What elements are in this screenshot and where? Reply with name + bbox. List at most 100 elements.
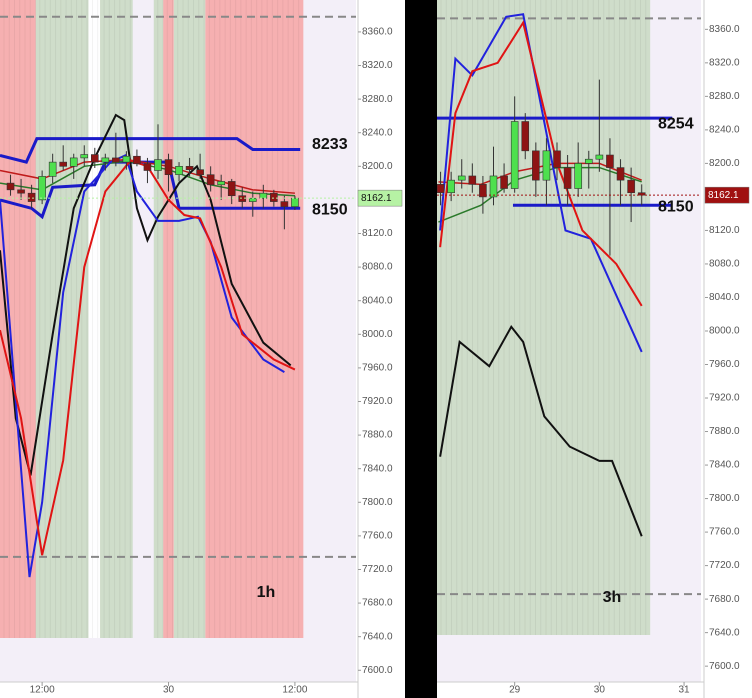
x-tick-label: 29 [509, 685, 521, 696]
candle-body [270, 192, 278, 202]
candle-body [48, 161, 57, 177]
zone [205, 0, 304, 638]
candle-body [584, 158, 593, 164]
candle-body [206, 174, 215, 186]
indicator-line [0, 160, 301, 220]
timeframe-label: 3h [603, 589, 622, 606]
indicator-line [439, 13, 643, 353]
zone [153, 0, 164, 638]
y-tick-label: 7720.0 [709, 560, 740, 571]
candle-body [164, 159, 173, 176]
candle-body [616, 167, 625, 181]
y-tick-label: 8120.0 [709, 225, 740, 236]
y-tick-label: 7600.0 [362, 665, 393, 676]
candle-body [217, 181, 225, 186]
candle-body [479, 184, 487, 198]
candle-body [27, 192, 36, 202]
y-tick-label: 7680.0 [362, 598, 393, 609]
last-price-label: 8162.1 [708, 190, 739, 201]
candle-body [248, 197, 257, 202]
candle-body [291, 197, 299, 207]
candle-body [6, 182, 15, 191]
candle-body [542, 150, 551, 181]
y-tick-label: 8240.0 [709, 125, 740, 136]
y-tick-label: 8360.0 [709, 24, 740, 35]
level-label: 8150 [312, 202, 348, 219]
candle-body [500, 175, 508, 189]
y-tick-label: 8240.0 [362, 127, 393, 138]
panel-1h [0, 0, 356, 638]
zone [88, 0, 101, 638]
y-tick-label: 7880.0 [709, 426, 740, 437]
zone [437, 0, 651, 635]
last-price-label: 8162.1 [361, 193, 392, 204]
x-tick-label: 12:00 [282, 685, 307, 696]
y-tick-label: 8360.0 [362, 27, 393, 38]
y-tick-label: 7720.0 [362, 564, 393, 575]
y-tick-label: 8120.0 [362, 228, 393, 239]
candle-body [521, 121, 530, 152]
y-tick-label: 7760.0 [362, 531, 393, 542]
candle-body [154, 159, 162, 171]
panel-3h [437, 0, 701, 635]
candle-body [468, 175, 477, 185]
x-tick-label: 30 [163, 685, 175, 696]
candle-body [259, 192, 268, 199]
candle-body [175, 166, 183, 176]
x-tick-label: 31 [678, 685, 690, 696]
candle-body [510, 121, 519, 189]
candle-body [563, 167, 572, 189]
candle-body [17, 189, 25, 194]
last-price-tag [357, 189, 403, 207]
candle-body [457, 175, 466, 181]
candle-body [280, 201, 289, 207]
y-tick-label: 8080.0 [709, 259, 740, 270]
candle-body [69, 157, 78, 167]
y-tick-label: 8000.0 [709, 326, 740, 337]
y-tick-label: 7960.0 [362, 363, 393, 374]
candle-body [627, 179, 635, 194]
zone [35, 0, 89, 638]
candle-body [133, 155, 141, 165]
last-price-tag [704, 186, 750, 204]
x-tick-label: 30 [594, 685, 606, 696]
y-tick-label: 8080.0 [362, 262, 393, 273]
zone [173, 0, 206, 638]
candle-body [595, 154, 604, 160]
zone [100, 0, 133, 638]
y-tick-label: 7960.0 [709, 359, 740, 370]
candle-body [38, 176, 46, 201]
indicator-line [0, 113, 292, 476]
level-label: 8254 [658, 115, 694, 132]
candle-body [90, 154, 99, 163]
y-tick-label: 7800.0 [362, 497, 393, 508]
candle-body [227, 181, 236, 197]
candle-body [112, 157, 120, 163]
separator [405, 0, 437, 698]
y-tick-label: 8200.0 [709, 158, 740, 169]
candle-body [59, 161, 67, 167]
y-tick-label: 8280.0 [362, 94, 393, 105]
y-tick-label: 7880.0 [362, 430, 393, 441]
candle-body [122, 155, 131, 163]
y-tick-label: 8320.0 [709, 57, 740, 68]
y-tick-label: 7600.0 [709, 661, 740, 672]
axes-3h: 7600.0 7640.0 7680.0 7720.0 7760.0 7800.0 7840… [509, 24, 750, 696]
indicator-line [0, 137, 301, 164]
timeframe-label: 1h [257, 584, 276, 601]
y-tick-label: 8200.0 [362, 161, 393, 172]
indicator-line [439, 20, 643, 307]
candle-body [238, 195, 247, 202]
candle-body [196, 169, 204, 176]
y-tick-label: 8000.0 [362, 329, 393, 340]
axes-1h: 7600.0 7640.0 7680.0 7720.0 7760.0 7800.0 7840… [30, 27, 403, 696]
indicator-line [439, 324, 643, 537]
level-label: 8150 [658, 199, 694, 216]
candle-body [489, 175, 498, 198]
x-tick-label: 12:00 [30, 685, 55, 696]
y-tick-label: 8040.0 [362, 295, 393, 306]
y-tick-label: 7640.0 [709, 627, 740, 638]
candle-body [437, 184, 445, 194]
y-tick-label: 7920.0 [362, 396, 393, 407]
